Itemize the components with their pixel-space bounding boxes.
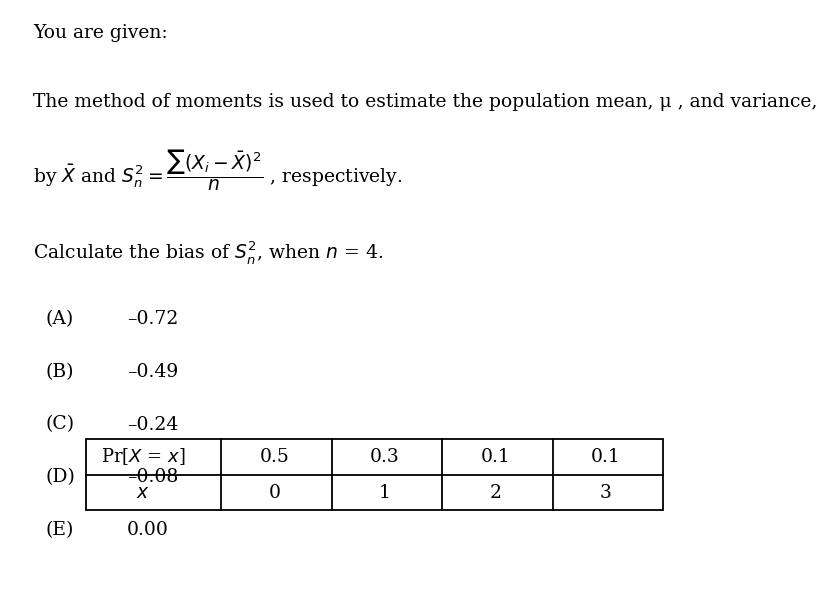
Text: by $\bar{X}$ and $S_n^2 = \dfrac{\sum(X_i - \bar{X})^2}{n}$ , respectively.: by $\bar{X}$ and $S_n^2 = \dfrac{\sum(X_… <box>33 147 402 193</box>
Text: (C): (C) <box>45 416 75 433</box>
Text: 0.00: 0.00 <box>127 521 169 538</box>
Text: –0.72: –0.72 <box>127 310 179 328</box>
Text: (B): (B) <box>45 363 74 381</box>
Text: –0.08: –0.08 <box>127 468 179 486</box>
Text: 0.3: 0.3 <box>370 448 400 466</box>
Text: (E): (E) <box>45 521 74 538</box>
Text: You are given:: You are given: <box>33 24 167 42</box>
Text: –0.49: –0.49 <box>127 363 179 381</box>
Text: 0.1: 0.1 <box>591 448 621 466</box>
Text: Calculate the bias of $S_n^2$, when $n$ = 4.: Calculate the bias of $S_n^2$, when $n$ … <box>33 239 383 266</box>
Text: 3: 3 <box>600 484 612 501</box>
Text: (A): (A) <box>45 310 73 328</box>
Text: (D): (D) <box>45 468 75 486</box>
Text: 0.5: 0.5 <box>260 448 289 466</box>
Text: 0.1: 0.1 <box>481 448 510 466</box>
Text: 0: 0 <box>269 484 280 501</box>
Text: Pr[$X$ = $x$]: Pr[$X$ = $x$] <box>101 446 186 467</box>
Text: 2: 2 <box>490 484 501 501</box>
Text: 1: 1 <box>379 484 391 501</box>
Text: The method of moments is used to estimate the population mean, μ , and variance,: The method of moments is used to estimat… <box>33 93 819 110</box>
Bar <box>86 439 663 510</box>
Text: –0.24: –0.24 <box>127 416 179 433</box>
Text: $x$: $x$ <box>137 484 150 501</box>
